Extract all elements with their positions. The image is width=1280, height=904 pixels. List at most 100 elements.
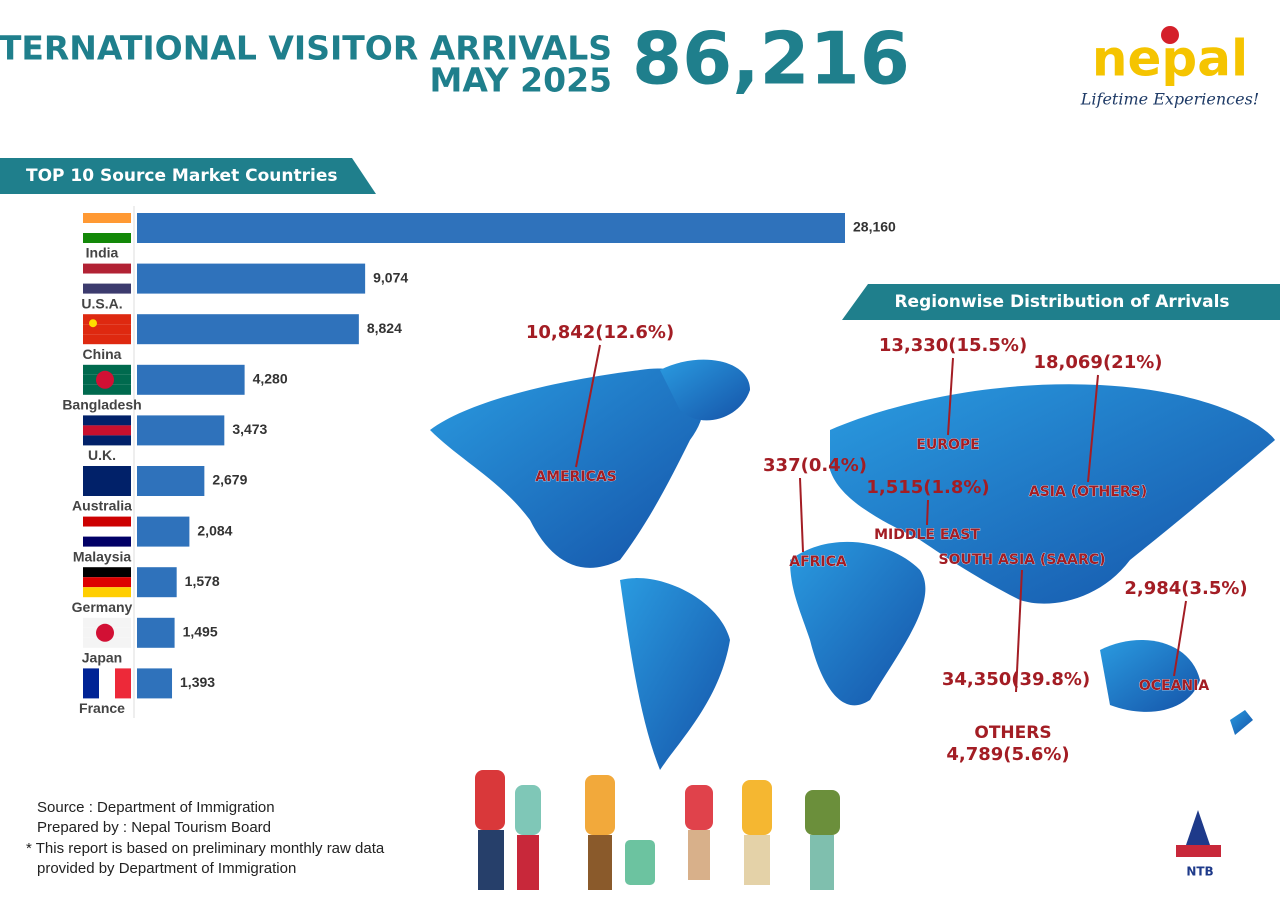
- flag: [89, 319, 97, 328]
- y-tick-label: Japan: [82, 650, 122, 666]
- flag: [83, 526, 131, 537]
- y-tick-label: Australia: [72, 498, 132, 514]
- flag: [83, 425, 131, 436]
- bar: [137, 567, 177, 598]
- leader-line: [799, 477, 804, 553]
- region-name: OTHERS: [974, 723, 1051, 743]
- footer-text: Source : Department of Immigration: [37, 799, 275, 816]
- region-value: 34,350(39.8%): [942, 669, 1090, 690]
- value-label: 2,084: [197, 522, 232, 538]
- ntb-mark: NTB: [1186, 865, 1213, 879]
- y-tick-label: China: [83, 346, 122, 362]
- region-value: 13,330(15.5%): [879, 335, 1027, 356]
- region-name: OCEANIA: [1139, 678, 1210, 694]
- travelers: [475, 770, 840, 890]
- flag: [83, 587, 131, 598]
- region-name: AMERICAS: [535, 469, 617, 485]
- flag: [83, 223, 131, 233]
- total: 86,216: [632, 17, 910, 101]
- region-name: AFRICA: [789, 554, 847, 570]
- value-label: 1,393: [180, 674, 215, 690]
- flag: [83, 334, 131, 345]
- y-tick-label: Bangladesh: [62, 397, 141, 413]
- flag: [83, 466, 131, 476]
- bar: [137, 516, 190, 547]
- region-name: MIDDLE EAST: [874, 527, 980, 543]
- flag: [96, 370, 114, 389]
- flag: [115, 668, 131, 699]
- flag: [83, 637, 131, 648]
- flag: [83, 213, 131, 223]
- bar: [137, 668, 173, 699]
- region-value: 18,069(21%): [1034, 352, 1163, 373]
- value-label: 28,160: [853, 219, 896, 235]
- value-label: 8,824: [367, 320, 402, 336]
- value-label: 1,578: [185, 573, 220, 589]
- footer-text: provided by Department of Immigration: [37, 860, 296, 877]
- bar: [137, 415, 225, 446]
- leader-line: [1015, 569, 1023, 693]
- logo: nepal: [1092, 30, 1248, 88]
- world-map: [430, 359, 1275, 770]
- region-value: 1,515(1.8%): [866, 477, 989, 498]
- value-label: 9,074: [373, 269, 408, 285]
- y-tick-label: Malaysia: [73, 548, 132, 564]
- bar: [137, 466, 205, 496]
- flag: [83, 668, 99, 699]
- flag: [83, 617, 131, 628]
- leader-line: [1173, 600, 1187, 677]
- flag: [83, 577, 131, 588]
- flag: [83, 273, 131, 284]
- value-label: 4,280: [253, 371, 288, 387]
- section-banner: [842, 284, 1280, 320]
- y-tick-label: France: [79, 700, 125, 716]
- value-label: 2,679: [212, 472, 247, 488]
- bar: [137, 263, 366, 294]
- bar: [137, 617, 175, 648]
- region-name: SOUTH ASIA (SAARC): [939, 552, 1106, 568]
- leader-line: [947, 357, 954, 436]
- flag: [83, 486, 131, 496]
- flag: [83, 364, 131, 375]
- ntb-icon: [1176, 845, 1221, 857]
- region-name: ASIA (OTHERS): [1029, 484, 1147, 500]
- region-value: 2,984(3.5%): [1124, 578, 1247, 599]
- footer-text: * This report is based on preliminary mo…: [26, 840, 385, 857]
- flag: [83, 233, 131, 243]
- tagline: Lifetime Experiences!: [1080, 90, 1259, 109]
- flag: [83, 516, 131, 527]
- chart-title: TOP 10 Source Market Countries: [26, 166, 337, 186]
- region-value: 10,842(12.6%): [526, 322, 674, 343]
- y-tick-label: Germany: [72, 599, 133, 615]
- flag: [99, 668, 115, 699]
- bar: [137, 213, 845, 243]
- bar: [137, 364, 245, 395]
- value-label: 1,495: [183, 624, 218, 640]
- leader-line: [575, 344, 601, 468]
- y-tick-label: India: [86, 245, 119, 261]
- ntb-icon: [1186, 810, 1210, 845]
- title: INTERNATIONAL VISITOR ARRIVALS: [0, 29, 612, 68]
- region-title: Regionwise Distribution of Arrivals: [894, 292, 1229, 312]
- leader-line: [926, 499, 929, 526]
- flag: [83, 324, 131, 335]
- flag: [83, 263, 131, 274]
- flag: [83, 314, 131, 325]
- flag: [83, 536, 131, 547]
- region-value: 337(0.4%): [763, 455, 867, 476]
- footer-text: Prepared by : Nepal Tourism Board: [37, 819, 271, 836]
- flag: [83, 384, 131, 395]
- y-tick-label: U.K.: [88, 447, 116, 463]
- section-banner: [0, 158, 376, 194]
- bar: [137, 314, 359, 345]
- flag: [83, 567, 131, 578]
- flag: [83, 476, 131, 486]
- region-name: EUROPE: [916, 437, 979, 453]
- region-value: 4,789(5.6%): [946, 744, 1069, 765]
- flag: [96, 623, 114, 642]
- flag: [83, 415, 131, 426]
- flag: [83, 435, 131, 446]
- flag: [83, 283, 131, 294]
- logo-dot: [1161, 26, 1179, 44]
